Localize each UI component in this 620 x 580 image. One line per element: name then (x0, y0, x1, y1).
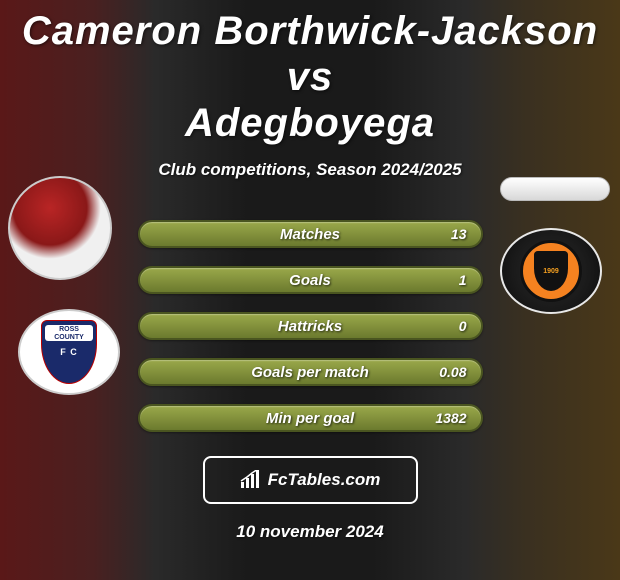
bar-chart-icon (240, 470, 262, 490)
stat-value: 13 (451, 226, 467, 242)
club-badge-left: ROSS COUNTY F C (18, 309, 120, 395)
dundee-united-badge-icon: 1909 (520, 240, 582, 302)
shield-top-text: ROSS COUNTY (45, 325, 93, 341)
stat-value: 0.08 (439, 364, 466, 380)
stat-label: Matches (280, 226, 340, 243)
brand-text: FcTables.com (268, 470, 381, 490)
stat-label: Hattricks (278, 318, 342, 335)
stat-label: Min per goal (266, 410, 354, 427)
stat-row-goals-per-match: Goals per match 0.08 (138, 358, 483, 386)
stat-row-hattricks: Hattricks 0 (138, 312, 483, 340)
stats-list: Matches 13 Goals 1 Hattricks 0 Goals per… (138, 220, 483, 432)
badge-inner-text: 1909 (534, 251, 568, 291)
club-badge-right: 1909 (500, 228, 602, 314)
title-line-2: Adegboyega (185, 101, 435, 145)
stat-row-goals: Goals 1 (138, 266, 483, 294)
stat-value: 1382 (435, 410, 466, 426)
player-photo-left (8, 176, 112, 280)
player-placeholder-right (500, 177, 610, 201)
stat-value: 0 (459, 318, 467, 334)
brand-box: FcTables.com (203, 456, 418, 504)
stat-label: Goals per match (251, 364, 369, 381)
comparison-title: Cameron Borthwick-Jackson vs Adegboyega (0, 0, 620, 146)
shield-bottom-text: F C (60, 347, 78, 357)
stat-row-min-per-goal: Min per goal 1382 (138, 404, 483, 432)
stat-row-matches: Matches 13 (138, 220, 483, 248)
ross-county-shield-icon: ROSS COUNTY F C (41, 320, 97, 384)
title-line-1: Cameron Borthwick-Jackson vs (22, 9, 598, 99)
stat-value: 1 (459, 272, 467, 288)
snapshot-date: 10 november 2024 (0, 522, 620, 542)
stat-label: Goals (289, 272, 331, 289)
